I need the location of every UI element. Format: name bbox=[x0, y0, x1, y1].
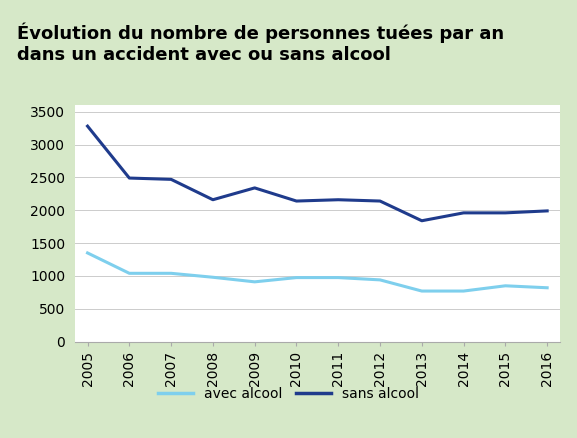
Legend: avec alcool, sans alcool: avec alcool, sans alcool bbox=[152, 381, 425, 407]
Text: Évolution du nombre de personnes tuées par an
dans un accident avec ou sans alco: Évolution du nombre de personnes tuées p… bbox=[17, 23, 504, 64]
